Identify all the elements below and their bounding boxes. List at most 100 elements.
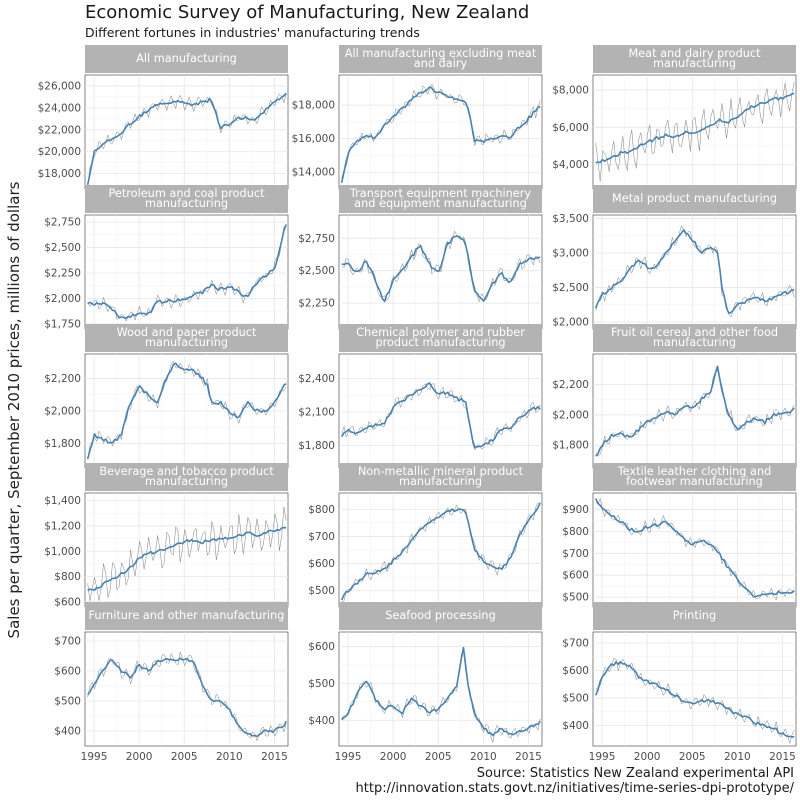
facet-plot: $600 $800 $1,000 $1,200 $1,400: [44, 492, 289, 608]
y-tick-label: $20,000: [38, 146, 81, 158]
facet-title: Wood and paper product manufacturing: [116, 326, 257, 349]
y-tick-label: $800: [308, 504, 335, 516]
page-subtitle: Different fortunes in industries' manufa…: [85, 25, 420, 40]
facet-strip: Transport equipment machinery and equipm…: [339, 185, 542, 213]
y-tick-label: $2,000: [552, 409, 589, 421]
facet-title: Chemical polymer and rubber product manu…: [356, 326, 525, 349]
facet-plot: $500 $600 $700 $800 $900: [562, 492, 797, 608]
y-tick-label: $14,000: [292, 167, 335, 179]
facet-plot: $2,000 $2,500 $3,000 $3,500: [552, 213, 797, 330]
x-tick-label: 2005: [171, 751, 198, 763]
facet-strip: Non-metallic mineral product manufacturi…: [339, 463, 542, 491]
y-tick-label: $1,000: [44, 546, 81, 558]
facet-plot: $1,800 $2,000 $2,200: [552, 353, 797, 469]
facet-title: Textile leather clothing and footwear ma…: [617, 465, 772, 488]
x-tick-label: 2015: [515, 751, 542, 763]
y-tick-label: $600: [54, 596, 81, 608]
seasonally-adjusted-series-line: [341, 235, 541, 303]
x-tick-label: 2015: [261, 751, 288, 763]
y-tick-label: $18,000: [38, 168, 81, 180]
x-tick-label: 1995: [81, 751, 108, 763]
seasonally-adjusted-series-line: [594, 229, 795, 314]
facet-title: Non-metallic mineral product manufacturi…: [357, 465, 524, 488]
y-tick-label: $600: [308, 641, 335, 653]
facet-strip: Meat and dairy product manufacturing: [593, 45, 796, 73]
x-tick-label: 1995: [589, 751, 616, 763]
seasonally-adjusted-series-line: [341, 646, 541, 737]
facet-plot: $400 $500 $600 1995 2000 2005 2010 2015: [308, 631, 543, 763]
facet-plot: $500 $600 $700 $800: [308, 492, 543, 608]
y-tick-label: $2,100: [298, 407, 335, 419]
facet-plot: $1,750 $2,000 $2,250 $2,500 $2,750: [44, 214, 289, 330]
actual-series-line: [595, 81, 795, 182]
facet-title: Metal product manufacturing: [612, 192, 777, 205]
y-tick-label: $2,000: [44, 406, 81, 418]
x-tick-label: 2005: [679, 751, 706, 763]
y-tick-label: $2,000: [44, 293, 81, 305]
facet-title: Fruit oil cereal and other food manufact…: [610, 326, 779, 349]
y-tick-label: $400: [562, 720, 589, 732]
y-tick-label: $3,500: [552, 213, 589, 225]
seasonally-adjusted-series-line: [340, 86, 541, 183]
facet-title: Seafood processing: [385, 609, 496, 622]
y-tick-label: $1,200: [44, 520, 81, 532]
y-tick-label: $1,800: [44, 438, 81, 450]
facet-strip: All manufacturing: [85, 45, 288, 73]
facet-strip: Wood and paper product manufacturing: [85, 324, 288, 352]
actual-series-line: [595, 369, 795, 457]
seasonally-adjusted-series-line: [86, 92, 287, 185]
y-tick-label: $8,000: [552, 84, 589, 96]
actual-series-line: [595, 657, 795, 745]
y-tick-label: $2,750: [44, 217, 81, 229]
facet-title: All manufacturing excluding meat and dai…: [344, 47, 537, 70]
seasonally-adjusted-series-line: [341, 382, 541, 449]
facet-plot: $2,250 $2,500 $2,750: [298, 214, 543, 330]
y-tick-label: $800: [562, 526, 589, 538]
y-tick-label: $500: [562, 692, 589, 704]
y-tick-label: $600: [308, 558, 335, 570]
y-tick-label: $22,000: [38, 124, 81, 136]
y-tick-label: $700: [562, 637, 589, 649]
seasonally-adjusted-series-line: [87, 657, 287, 738]
y-tick-label: $500: [562, 592, 589, 604]
x-tick-label: 2000: [380, 751, 407, 763]
y-tick-label: $3,000: [552, 248, 589, 260]
facet-strip: Printing: [593, 602, 796, 630]
x-tick-label: 2010: [724, 751, 751, 763]
y-tick-label: $1,800: [298, 440, 335, 452]
facet-strip: Seafood processing: [339, 602, 542, 630]
facet-title: All manufacturing: [136, 52, 237, 65]
seasonally-adjusted-series-line: [87, 224, 287, 319]
y-tick-label: $800: [54, 571, 81, 583]
y-tick-label: $2,500: [552, 282, 589, 294]
y-tick-label: $2,200: [44, 373, 81, 385]
facet-title: Transport equipment machinery and equipm…: [349, 187, 532, 210]
actual-series-line: [595, 225, 795, 318]
actual-series-line: [87, 360, 287, 460]
y-tick-label: $2,000: [552, 317, 589, 329]
y-tick-label: $6,000: [552, 122, 589, 134]
facet-title: Printing: [672, 609, 717, 622]
page-title: Economic Survey of Manufacturing, New Ze…: [85, 2, 530, 23]
seasonally-adjusted-series-line: [86, 362, 287, 460]
facet-strip: All manufacturing excluding meat and dai…: [339, 45, 542, 73]
y-tick-label: $700: [562, 548, 589, 560]
y-tick-label: $2,250: [298, 298, 335, 310]
y-tick-label: $900: [562, 504, 589, 516]
facet-strip: Fruit oil cereal and other food manufact…: [593, 324, 796, 352]
x-tick-label: 2010: [216, 751, 243, 763]
y-tick-label: $2,500: [44, 242, 81, 254]
facet-strip: Textile leather clothing and footwear ma…: [593, 463, 796, 491]
facet-strip: Chemical polymer and rubber product manu…: [339, 324, 542, 352]
facet-title: Beverage and tobacco product manufacturi…: [99, 465, 274, 488]
facet-plot: $1,800 $2,100 $2,400: [298, 353, 543, 469]
x-tick-label: 2010: [470, 751, 497, 763]
source-url: http://innovation.stats.govt.nz/initiati…: [355, 781, 794, 796]
y-tick-label: $400: [54, 726, 81, 738]
actual-series-line: [341, 383, 541, 451]
y-tick-label: $2,500: [298, 265, 335, 277]
y-tick-label: $500: [54, 696, 81, 708]
seasonally-adjusted-series-line: [594, 498, 795, 598]
facet-plot: $400 $500 $600 $700 1995 2000 2005 2010 2015: [562, 631, 797, 763]
x-tick-label: 2015: [769, 751, 796, 763]
